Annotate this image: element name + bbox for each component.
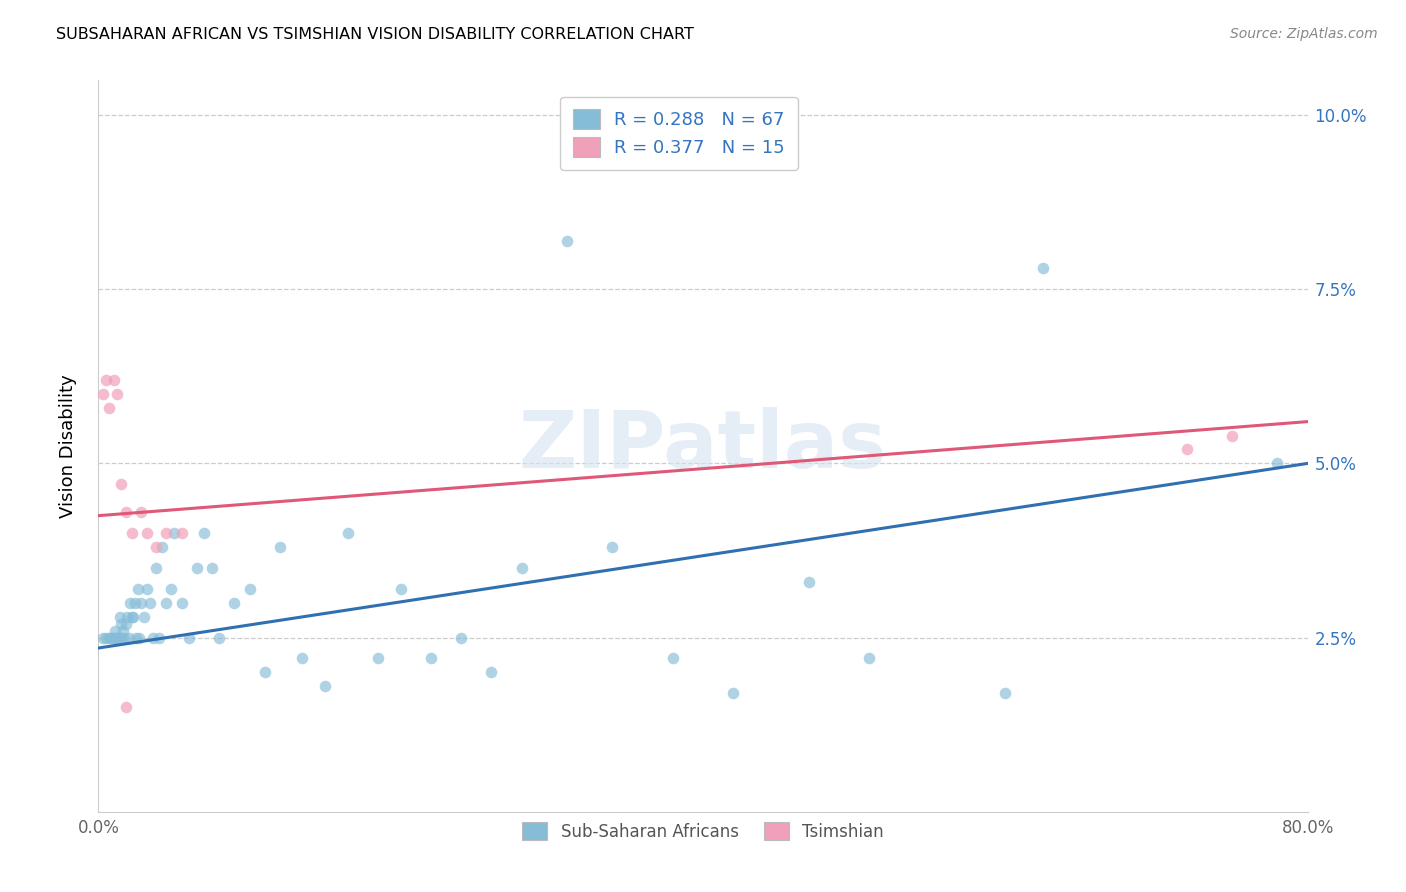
Legend: Sub-Saharan Africans, Tsimshian: Sub-Saharan Africans, Tsimshian	[516, 815, 890, 847]
Point	[1032, 261, 1054, 276]
Point	[170, 526, 193, 541]
Point	[112, 631, 135, 645]
Point	[420, 651, 443, 665]
Point	[118, 631, 141, 645]
Point	[602, 540, 624, 554]
Point	[555, 234, 578, 248]
Point	[128, 631, 150, 645]
Point	[367, 651, 389, 665]
Point	[186, 561, 208, 575]
Point	[129, 596, 152, 610]
Point	[201, 561, 224, 575]
Point	[100, 631, 122, 645]
Point	[155, 526, 177, 541]
Point	[135, 582, 157, 596]
Point	[150, 540, 173, 554]
Point	[145, 540, 167, 554]
Point	[132, 609, 155, 624]
Point	[389, 582, 412, 596]
Point	[858, 651, 880, 665]
Point	[110, 616, 132, 631]
Point	[111, 624, 134, 638]
Y-axis label: Vision Disability: Vision Disability	[59, 374, 77, 518]
Text: SUBSAHARAN AFRICAN VS TSIMSHIAN VISION DISABILITY CORRELATION CHART: SUBSAHARAN AFRICAN VS TSIMSHIAN VISION D…	[56, 27, 695, 42]
Point	[114, 700, 136, 714]
Point	[291, 651, 314, 665]
Point	[160, 582, 183, 596]
Point	[114, 616, 136, 631]
Text: ZIPatlas: ZIPatlas	[519, 407, 887, 485]
Point	[269, 540, 291, 554]
Point	[104, 624, 127, 638]
Point	[121, 526, 143, 541]
Point	[114, 505, 136, 519]
Point	[661, 651, 683, 665]
Point	[193, 526, 215, 541]
Point	[125, 631, 148, 645]
Point	[94, 631, 117, 645]
Point	[1175, 442, 1198, 457]
Point	[142, 631, 165, 645]
Point	[105, 386, 128, 401]
Point	[239, 582, 262, 596]
Point	[1220, 428, 1243, 442]
Point	[148, 631, 170, 645]
Point	[91, 631, 114, 645]
Point	[336, 526, 359, 541]
Text: Source: ZipAtlas.com: Source: ZipAtlas.com	[1230, 27, 1378, 41]
Point	[208, 631, 231, 645]
Point	[103, 631, 125, 645]
Point	[139, 596, 162, 610]
Point	[98, 401, 121, 415]
Point	[121, 609, 143, 624]
Point	[135, 526, 157, 541]
Point	[127, 582, 149, 596]
Point	[107, 631, 129, 645]
Point	[98, 631, 121, 645]
Point	[224, 596, 246, 610]
Point	[129, 505, 152, 519]
Point	[170, 596, 193, 610]
Point	[103, 631, 125, 645]
Point	[155, 596, 177, 610]
Point	[120, 596, 142, 610]
Point	[115, 609, 138, 624]
Point	[101, 631, 124, 645]
Point	[179, 631, 201, 645]
Point	[510, 561, 533, 575]
Point	[110, 631, 132, 645]
Point	[163, 526, 186, 541]
Point	[797, 574, 820, 589]
Point	[122, 609, 145, 624]
Point	[1267, 457, 1289, 471]
Point	[723, 686, 745, 700]
Point	[253, 665, 276, 680]
Point	[105, 631, 128, 645]
Point	[124, 596, 146, 610]
Point	[91, 386, 114, 401]
Point	[108, 609, 131, 624]
Point	[314, 679, 336, 693]
Point	[145, 561, 167, 575]
Point	[450, 631, 472, 645]
Point	[481, 665, 503, 680]
Point	[994, 686, 1017, 700]
Point	[94, 373, 117, 387]
Point	[110, 477, 132, 491]
Point	[103, 373, 125, 387]
